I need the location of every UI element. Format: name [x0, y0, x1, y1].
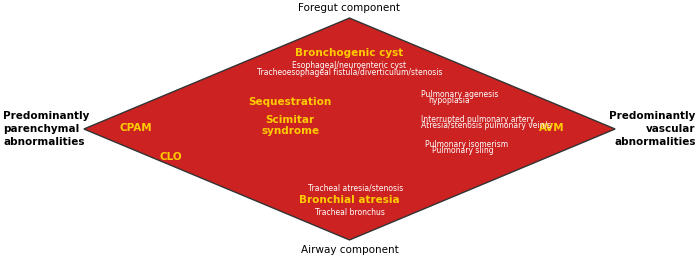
Text: Sequestration: Sequestration	[248, 97, 332, 107]
Polygon shape	[84, 18, 615, 240]
Text: Pulmonary isomerism: Pulmonary isomerism	[425, 140, 508, 149]
Text: Tracheal bronchus: Tracheal bronchus	[315, 208, 384, 217]
Text: Tracheoesophageal fistula/diverticulum/stenosis: Tracheoesophageal fistula/diverticulum/s…	[257, 68, 442, 77]
Text: Tracheal atresia/stenosis: Tracheal atresia/stenosis	[308, 183, 403, 192]
Text: Bronchogenic cyst: Bronchogenic cyst	[296, 48, 403, 58]
Text: Bronchial atresia: Bronchial atresia	[299, 195, 400, 205]
Text: Airway component: Airway component	[301, 245, 398, 255]
Text: CPAM: CPAM	[120, 123, 152, 133]
Text: AVM: AVM	[540, 123, 565, 133]
Text: hypoplasia: hypoplasia	[428, 96, 470, 105]
Text: Pulmonary agenesis: Pulmonary agenesis	[421, 90, 498, 99]
Text: Interrupted pulmonary artery: Interrupted pulmonary artery	[421, 115, 534, 124]
Text: Predominantly
parenchymal
abnormalities: Predominantly parenchymal abnormalities	[3, 111, 90, 147]
Text: Esophageal/neuroenteric cyst: Esophageal/neuroenteric cyst	[292, 61, 407, 70]
Text: Scimitar
syndrome: Scimitar syndrome	[261, 115, 319, 136]
Text: Atresia/stenosis pulmonary vein/s: Atresia/stenosis pulmonary vein/s	[421, 121, 551, 130]
Text: CLO: CLO	[160, 152, 182, 162]
Text: Predominantly
vascular
abnormalities: Predominantly vascular abnormalities	[609, 111, 696, 147]
Text: Foregut component: Foregut component	[298, 3, 401, 13]
Text: Pulmonary sling: Pulmonary sling	[432, 147, 493, 155]
